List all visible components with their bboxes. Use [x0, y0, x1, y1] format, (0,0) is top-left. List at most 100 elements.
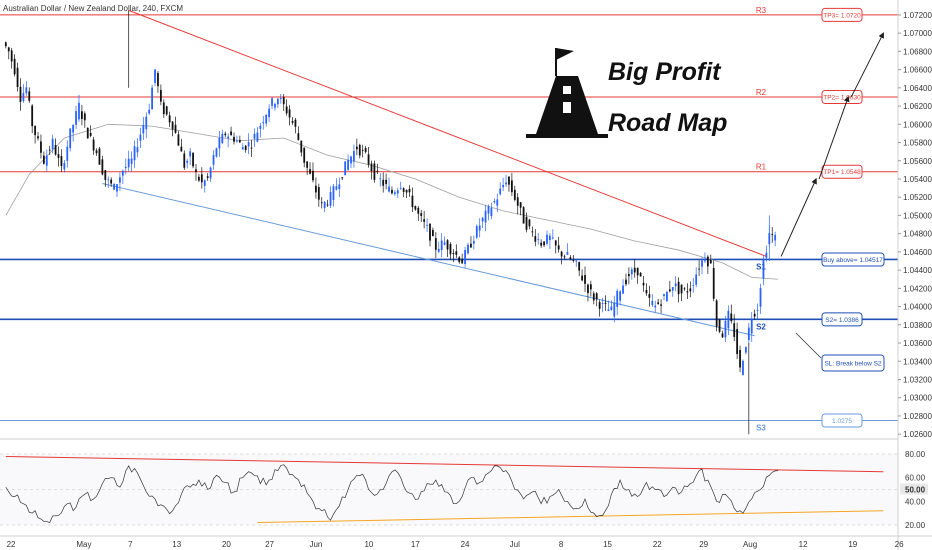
candle-body [101, 159, 104, 175]
candle-body [329, 191, 332, 206]
candle-body [13, 58, 16, 75]
candle-body [458, 257, 461, 263]
candle-body [622, 285, 624, 294]
level-box-text-s3: 1.0275 [832, 418, 852, 425]
candle-body [534, 236, 537, 242]
x-tick-label: 22 [653, 540, 662, 549]
candle-body [285, 106, 288, 114]
candle-body [765, 252, 768, 258]
candle-body [256, 132, 259, 142]
candle-body [645, 289, 648, 294]
level-box-text-r1: TP1= 1.0548 [823, 169, 861, 176]
candle-body [16, 67, 19, 88]
candle-body [689, 288, 692, 292]
level-box-s1 [821, 252, 885, 267]
candle-body [663, 294, 665, 297]
candle-body [704, 260, 706, 262]
candle-body [654, 305, 657, 308]
candle-body [709, 259, 712, 264]
candle-body [367, 154, 370, 165]
candle-body [499, 188, 502, 195]
candle-body [370, 163, 373, 172]
candle-body [698, 268, 700, 270]
candle-body [25, 87, 28, 94]
candle-body [315, 185, 317, 193]
candle-body [323, 201, 326, 209]
candle-body [63, 162, 66, 170]
candle-body [636, 267, 639, 276]
candle-body [440, 240, 443, 250]
candle-body [472, 240, 475, 244]
candle-body [282, 97, 285, 105]
candle-body [589, 284, 592, 290]
candle-body [475, 226, 478, 238]
rsi-tick-label: 40.00 [905, 497, 926, 506]
candle-body [142, 124, 145, 134]
candle-body [554, 240, 557, 246]
y-tick-label: 1.03400 [903, 357, 932, 366]
candle-body [291, 121, 294, 123]
candle-body [92, 139, 95, 151]
candle-body [174, 124, 177, 133]
candle-body [350, 156, 352, 164]
candle-body [4, 42, 7, 47]
candle-body [601, 303, 604, 304]
candle-body [481, 217, 484, 222]
candle-body [195, 169, 197, 172]
candle-body [238, 140, 241, 143]
candle-body [484, 210, 487, 223]
candle-body [610, 306, 613, 311]
y-tick-label: 1.03800 [903, 321, 932, 330]
x-tick-label: 15 [603, 540, 612, 549]
candle-body [537, 239, 540, 241]
candle-body [686, 291, 689, 293]
x-tick-label: 12 [799, 540, 808, 549]
candle-body [373, 163, 376, 180]
candle-body [78, 102, 80, 120]
candle-body [513, 189, 516, 200]
sl-annotation-box [821, 354, 885, 372]
candle-body [429, 223, 431, 241]
candle-body [300, 140, 303, 153]
x-tick-label: 24 [461, 540, 470, 549]
candle-body [247, 142, 250, 147]
candle-body [189, 151, 192, 157]
level-label-s2: S2 [756, 322, 766, 331]
level-box-r3 [821, 7, 863, 22]
candle-body [10, 50, 13, 62]
candle-body [747, 327, 750, 341]
candle-body [753, 313, 756, 317]
candle-body [616, 290, 619, 307]
candle-body [81, 111, 83, 119]
candle-body [733, 323, 736, 337]
candle-body [312, 170, 314, 181]
candle-body [774, 234, 777, 241]
y-tick-label: 1.06000 [903, 120, 932, 129]
x-tick-label: 22 [7, 540, 16, 549]
candle-body [317, 187, 320, 200]
candle-body [145, 116, 148, 130]
candle-body [133, 146, 136, 161]
candle-body [493, 201, 496, 203]
road-base [526, 134, 608, 138]
candle-body [706, 256, 709, 267]
y-tick-label: 1.05400 [903, 175, 932, 184]
level-label-r2: R2 [756, 88, 767, 97]
candle-body [408, 188, 411, 193]
candle-body [361, 150, 364, 151]
candle-body [40, 141, 42, 153]
y-tick-label: 1.05800 [903, 139, 932, 148]
candle-body [575, 260, 578, 262]
candle-body [566, 252, 569, 255]
candle-body [355, 146, 358, 150]
candle-body [721, 333, 724, 338]
candle-body [344, 161, 347, 176]
candle-body [241, 147, 244, 150]
candle-body [464, 250, 466, 264]
candle-body [627, 274, 630, 277]
candle-body [692, 285, 695, 286]
candle-body [250, 147, 253, 149]
brand-line-2: Road Map [608, 109, 727, 137]
candle-body [253, 133, 256, 139]
candle-body [113, 183, 115, 190]
